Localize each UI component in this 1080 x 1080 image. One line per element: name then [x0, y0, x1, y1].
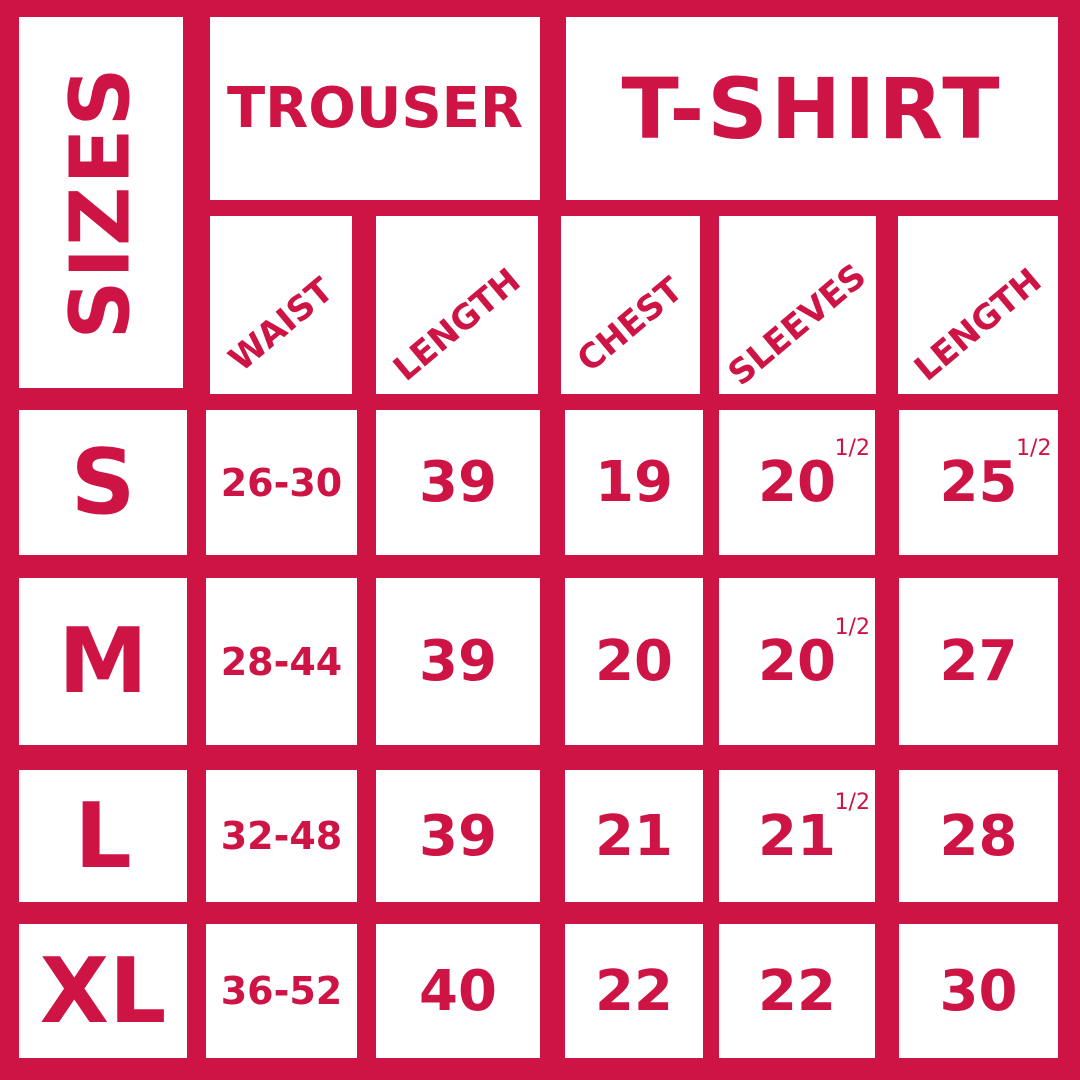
cell-value-group: 25 1/2 — [939, 436, 1052, 515]
size-label-cell: L — [19, 770, 187, 902]
size-label-cell: XL — [19, 924, 187, 1058]
table-cell-chest: 22 — [565, 924, 703, 1058]
column-header-trouser-length: LENGTH — [376, 216, 538, 394]
tshirt-label: T-SHIRT — [621, 59, 1003, 158]
size-label: L — [74, 783, 132, 889]
cell-value: 22 — [758, 958, 836, 1024]
cell-value: 20 — [595, 629, 673, 694]
cell-value: 40 — [419, 958, 497, 1024]
cell-value: 39 — [419, 450, 497, 515]
size-label-cell: S — [19, 410, 187, 555]
cell-value: 39 — [419, 629, 497, 694]
table-cell-tshirt-length: 30 — [899, 924, 1058, 1058]
cell-value: 27 — [939, 629, 1018, 694]
cell-value-group: 20 1/2 — [758, 615, 870, 694]
cell-value: 21 — [595, 803, 673, 869]
cell-value: 26-30 — [220, 460, 343, 505]
cell-value-group: 21 1/2 — [758, 790, 870, 869]
tshirt-header: T-SHIRT — [566, 17, 1058, 200]
cell-value: 28 — [939, 803, 1018, 869]
table-cell-sleeves: 20 1/2 — [719, 410, 875, 555]
fraction-superscript: 1/2 — [834, 789, 870, 815]
column-header-waist: WAIST — [210, 216, 352, 394]
cell-value: 20 — [758, 629, 836, 694]
table-cell-tshirt-length: 25 1/2 — [899, 410, 1058, 555]
cell-value: 22 — [595, 958, 673, 1024]
trouser-header: TROUSER — [210, 17, 540, 200]
table-cell-waist: 32-48 — [206, 770, 357, 902]
cell-value: 25 — [939, 450, 1018, 515]
cell-value: 20 — [758, 450, 836, 515]
table-cell-sleeves: 20 1/2 — [719, 578, 875, 745]
cell-value: 36-52 — [220, 969, 343, 1013]
sizes-header: SIZES — [19, 17, 183, 388]
size-label: XL — [39, 938, 167, 1044]
table-cell-chest: 21 — [565, 770, 703, 902]
table-cell-chest: 19 — [565, 410, 703, 555]
cell-value: 32-48 — [220, 814, 343, 858]
size-label: M — [58, 609, 148, 714]
table-cell-chest: 20 — [565, 578, 703, 745]
table-cell-waist: 36-52 — [206, 924, 357, 1058]
trouser-label: TROUSER — [226, 76, 524, 141]
column-header-label: CHEST — [570, 269, 691, 381]
table-cell-trouser-length: 39 — [376, 410, 540, 555]
table-cell-trouser-length: 39 — [376, 770, 540, 902]
column-header-label: SLEEVES — [720, 256, 875, 394]
column-header-label: WAIST — [221, 270, 341, 380]
fraction-superscript: 1/2 — [834, 615, 870, 640]
cell-value: 39 — [419, 803, 497, 869]
table-cell-trouser-length: 40 — [376, 924, 540, 1058]
column-header-sleeves: SLEEVES — [719, 216, 876, 394]
cell-value: 19 — [595, 450, 673, 515]
cell-value-group: 20 1/2 — [758, 436, 870, 515]
column-header-chest: CHEST — [561, 216, 700, 394]
table-cell-tshirt-length: 27 — [899, 578, 1058, 745]
column-header-tshirt-length: LENGTH — [898, 216, 1058, 394]
fraction-superscript: 1/2 — [834, 436, 870, 461]
cell-value: 28-44 — [220, 639, 343, 684]
table-cell-sleeves: 22 — [719, 924, 875, 1058]
column-header-label: LENGTH — [906, 260, 1050, 390]
table-cell-sleeves: 21 1/2 — [719, 770, 875, 902]
column-header-label: LENGTH — [385, 260, 529, 390]
size-label: S — [70, 430, 136, 535]
table-cell-trouser-length: 39 — [376, 578, 540, 745]
fraction-superscript: 1/2 — [1016, 436, 1052, 461]
cell-value: 30 — [939, 958, 1018, 1024]
size-label-cell: M — [19, 578, 187, 745]
sizes-label: SIZES — [53, 65, 149, 340]
table-cell-waist: 26-30 — [206, 410, 357, 555]
table-cell-tshirt-length: 28 — [899, 770, 1058, 902]
cell-value: 21 — [758, 803, 836, 869]
table-cell-waist: 28-44 — [206, 578, 357, 745]
